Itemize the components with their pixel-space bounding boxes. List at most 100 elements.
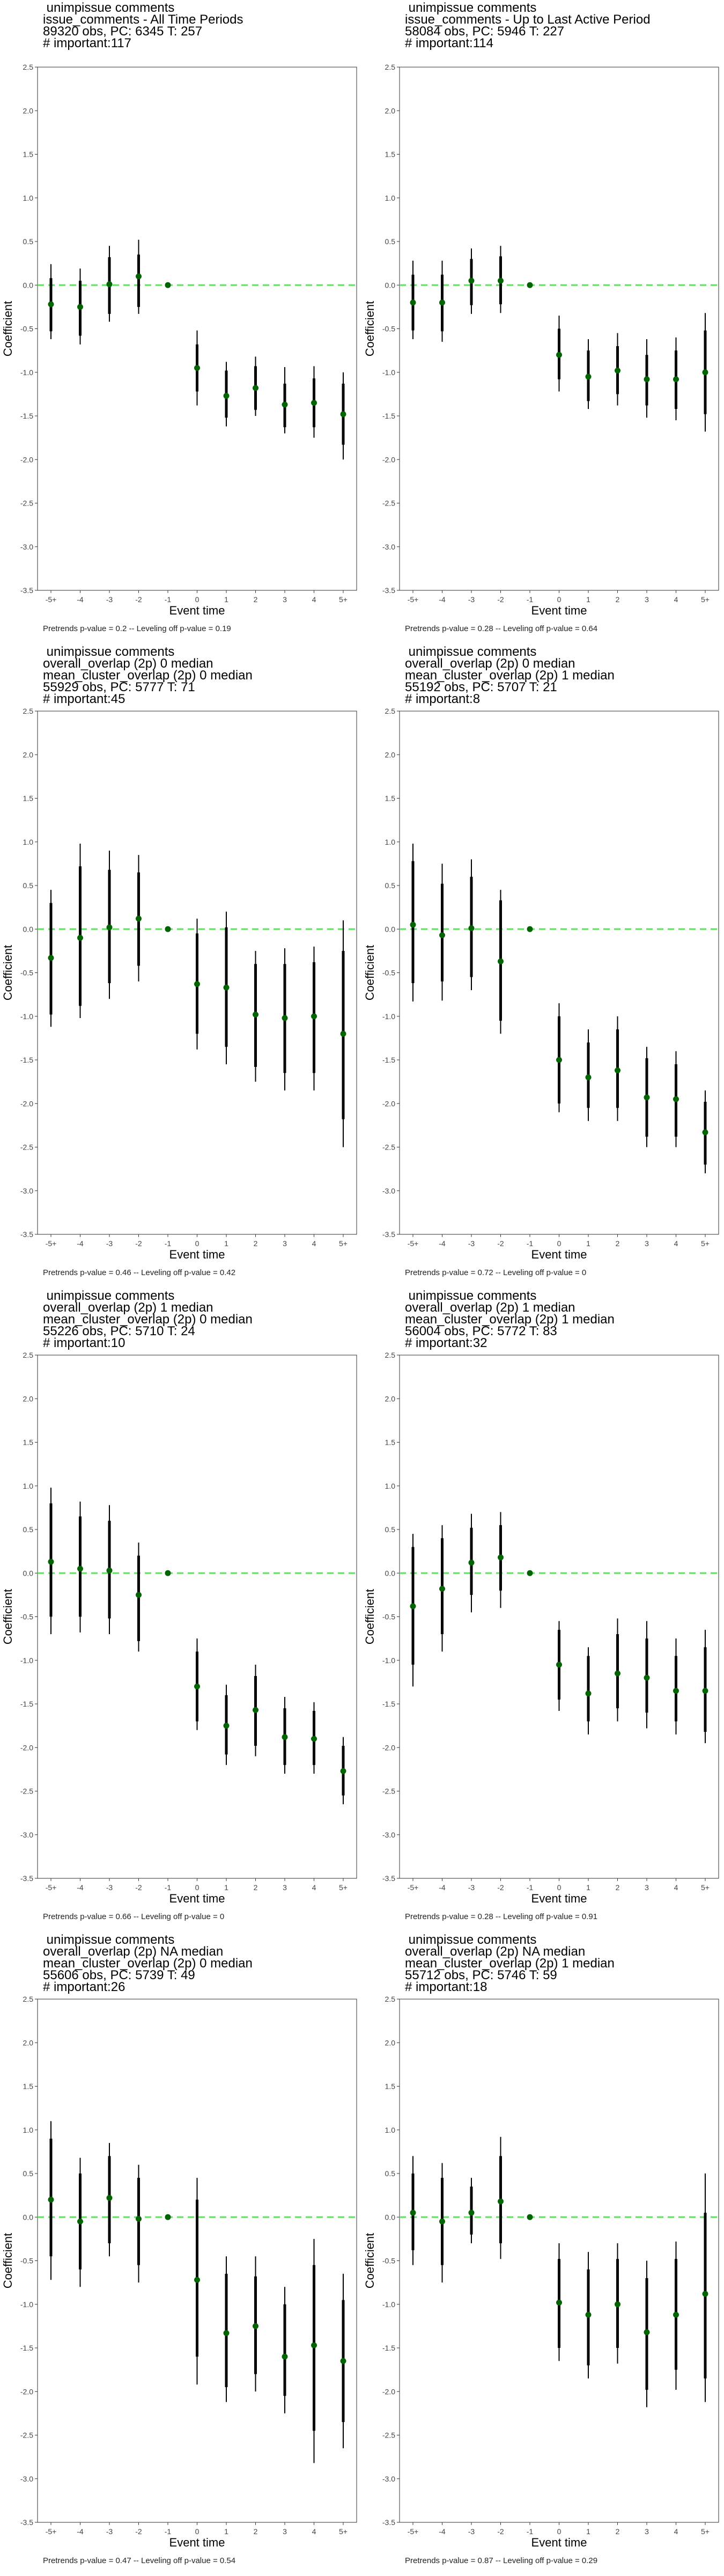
chart-title-line: # important:8 (405, 692, 481, 706)
y-tick-label: 2.5 (385, 1351, 396, 1359)
y-tick-label: -3.5 (382, 1230, 395, 1239)
estimate-point (673, 2311, 679, 2318)
y-tick-label: -2.5 (382, 499, 395, 508)
y-tick-label: 2.0 (385, 750, 396, 759)
x-tick-label: 0 (195, 1883, 200, 1892)
x-tick-label: 3 (283, 1883, 287, 1892)
y-tick-label: 2.5 (23, 63, 34, 71)
chart-footnote: Pretrends p-value = 0.72 -- Leveling off… (405, 1268, 587, 1277)
x-tick-label: -2 (497, 1239, 504, 1248)
estimate-point (340, 411, 346, 418)
chart-title-line: unimpissue comments (405, 1933, 537, 1947)
y-tick-label: 2.5 (385, 63, 396, 71)
chart-title-line: unimpissue comments (43, 645, 175, 659)
chart-title-line: overall_overlap (2p) 1 median (43, 1300, 213, 1315)
y-tick-label: -2.0 (382, 2387, 395, 2396)
x-tick-label: -5+ (408, 2527, 419, 2536)
y-tick-label: 0.0 (23, 1569, 34, 1577)
chart-panel: -3.5 -3.0 -2.5 -2.0 -1.5 -1.0 -0.5 0.0 0.5 1.0 1.5… (362, 0, 724, 644)
estimate-point (498, 2198, 504, 2205)
y-tick-label: 2.0 (23, 1394, 34, 1403)
y-tick-label: 2.5 (23, 707, 34, 715)
plot-frame (37, 1355, 357, 1879)
y-tick-label: 0.0 (385, 925, 396, 933)
chart-title-line: overall_overlap (2p) NA median (43, 1944, 224, 1959)
estimate-point (615, 1067, 620, 1073)
y-tick-label: -1.0 (382, 2300, 395, 2309)
x-axis-title: Event time (169, 1892, 225, 1905)
estimate-point (702, 1129, 708, 1136)
y-tick-label: 1.0 (23, 838, 34, 846)
estimate-point (527, 2214, 533, 2220)
y-tick-label: -3.5 (20, 586, 33, 595)
estimate-point (340, 1768, 346, 1774)
x-tick-label: 1 (224, 1239, 228, 1248)
chart-panel: -3.5 -3.0 -2.5 -2.0 -1.5 -1.0 -0.5 0.0 0.5 1.0 1.5… (0, 1932, 362, 2576)
estimate-point (702, 1688, 708, 1694)
y-tick-label: 1.5 (385, 150, 396, 159)
x-tick-label: 1 (586, 2527, 590, 2536)
estimate-point (527, 1570, 533, 1576)
estimate-point (136, 2216, 142, 2222)
estimate-point (468, 1560, 475, 1566)
y-tick-label: 1.0 (385, 1482, 396, 1490)
chart-title-line: unimpissue comments (405, 645, 537, 659)
x-tick-label: 5+ (701, 1883, 710, 1892)
y-tick-label: 0.0 (385, 2213, 396, 2221)
chart-panel: -3.5 -3.0 -2.5 -2.0 -1.5 -1.0 -0.5 0.0 0.5 1.0 1.5… (0, 1288, 362, 1932)
y-tick-label: -1.5 (382, 1700, 395, 1708)
x-tick-label: -5+ (46, 595, 57, 604)
y-tick-label: -2.5 (382, 1143, 395, 1152)
chart-title: unimpissue comments overall_overlap (2p) … (405, 1290, 615, 1350)
x-axis-title: Event time (531, 1248, 587, 1261)
x-tick-label: 4 (674, 1883, 678, 1892)
x-axis-title: Event time (169, 2536, 225, 2549)
y-tick-label: 2.5 (23, 1995, 34, 2003)
chart-panel: -3.5 -3.0 -2.5 -2.0 -1.5 -1.0 -0.5 0.0 0.5 1.0 1.5… (0, 644, 362, 1288)
chart-title: unimpissue comments overall_overlap (2p) … (405, 1933, 615, 1994)
y-tick-label: -0.5 (382, 325, 395, 333)
y-tick-label: 0.5 (23, 237, 34, 246)
y-tick-label: -2.0 (20, 2387, 33, 2396)
y-tick-label: 2.0 (23, 106, 34, 115)
y-tick-label: -3.0 (20, 543, 33, 551)
y-tick-label: 1.0 (23, 2126, 34, 2134)
chart-title-line: 55929 obs, PC: 5777 T: 71 (43, 680, 195, 694)
y-tick-label: -1.0 (382, 1012, 395, 1021)
y-tick-label: -3.5 (20, 1230, 33, 1239)
chart-title: unimpissue comments overall_overlap (2p) … (43, 1290, 253, 1350)
chart-title-line: # important:32 (405, 1336, 487, 1350)
y-tick-label: -1.5 (20, 2344, 33, 2352)
estimate-point (556, 352, 562, 358)
x-tick-label: -5+ (408, 1883, 419, 1892)
y-tick-label: 0.0 (23, 925, 34, 933)
chart-title-line: overall_overlap (2p) 1 median (405, 1300, 575, 1315)
chart-svg: -3.5 -3.0 -2.5 -2.0 -1.5 -1.0 -0.5 0.0 0.5 1.0 1.5… (1, 1995, 357, 2549)
x-tick-label: -2 (135, 1239, 142, 1248)
y-tick-label: -2.0 (20, 1743, 33, 1752)
y-tick-label: -2.5 (20, 1143, 33, 1152)
x-tick-label: 5+ (339, 1883, 348, 1892)
y-tick-label: 2.0 (385, 1394, 396, 1403)
chart-title-line: 55226 obs, PC: 5710 T: 24 (43, 1324, 195, 1338)
estimate-point (410, 1603, 416, 1609)
x-tick-label: -1 (165, 1883, 172, 1892)
estimate-point (556, 1662, 562, 1668)
x-tick-label: 0 (557, 595, 562, 604)
estimate-point (702, 2290, 708, 2297)
estimate-point (498, 277, 504, 284)
y-tick-label: -1.0 (20, 1012, 33, 1021)
x-tick-label: -4 (439, 1239, 446, 1248)
y-tick-label: 0.5 (23, 2169, 34, 2178)
x-tick-label: 5+ (339, 595, 348, 604)
estimate-point (106, 281, 113, 288)
y-tick-label: -2.5 (20, 499, 33, 508)
x-tick-label: -4 (439, 1883, 446, 1892)
chart-footnote: Pretrends p-value = 0.2 -- Leveling off … (43, 624, 231, 633)
estimate-point (48, 1558, 54, 1565)
estimate-point (585, 374, 592, 380)
estimate-point (48, 301, 54, 308)
chart-title-line: mean_cluster_overlap (2p) 0 median (43, 1956, 253, 1971)
chart-title-line: overall_overlap (2p) 0 median (43, 656, 213, 671)
x-tick-label: 4 (312, 1239, 316, 1248)
